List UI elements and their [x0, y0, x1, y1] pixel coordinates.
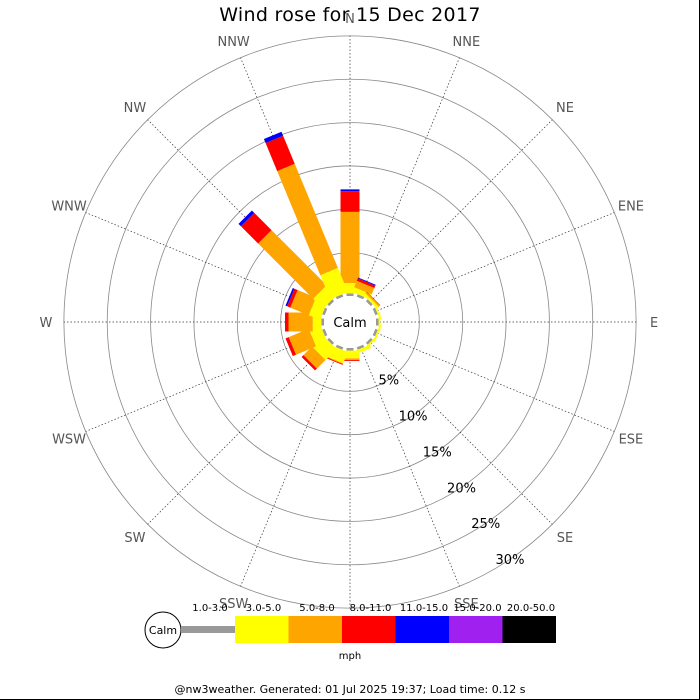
- bar-nnw: [263, 131, 284, 143]
- grid-ring: [150, 122, 550, 522]
- bar-s: [340, 360, 360, 361]
- bar-nne: [356, 278, 376, 288]
- legend-units-label: mph: [339, 651, 361, 662]
- bar-n: [340, 189, 360, 192]
- legend-label: 5.0-8.0: [299, 603, 334, 614]
- bar-n: [346, 293, 354, 296]
- bar-se: [365, 337, 373, 345]
- footer-credit: @nw3weather. Generated: 01 Jul 2025 19:3…: [174, 683, 526, 696]
- radial-tick-label: 25%: [471, 517, 500, 532]
- bar-nw: [258, 230, 327, 299]
- direction-label-nw: NW: [124, 101, 147, 116]
- calm-label: Calm: [333, 316, 366, 331]
- radial-tick-label: 15%: [423, 445, 452, 460]
- bar-n: [340, 211, 360, 283]
- bar-ssw: [325, 356, 343, 365]
- bar-wsw: [288, 328, 316, 355]
- grid-spoke: [368, 119, 553, 304]
- bar-nnw: [265, 135, 295, 172]
- bar-nne: [356, 294, 365, 300]
- direction-label-sw: SW: [124, 531, 145, 546]
- legend-swatch: [395, 616, 449, 643]
- direction-label-wnw: WNW: [51, 200, 87, 215]
- bar-nnw: [320, 267, 348, 300]
- bar-sw: [303, 346, 326, 369]
- grid-spoke: [373, 331, 615, 432]
- legend-swatch: [288, 616, 342, 643]
- bar-s: [340, 358, 360, 361]
- legend-swatch: [502, 616, 556, 643]
- radial-tick-label: 10%: [399, 409, 428, 424]
- bar-wnw: [290, 290, 316, 316]
- bar-ssw: [325, 356, 344, 365]
- radial-tick-label: 20%: [447, 481, 476, 496]
- bar-nnw: [277, 163, 338, 276]
- bar-nw: [240, 212, 272, 244]
- bar-w: [285, 312, 289, 332]
- legend-label: 1.0-3.0: [192, 603, 227, 614]
- grid-spoke: [359, 57, 460, 299]
- bar-ssw: [335, 344, 344, 350]
- bar-ene: [372, 307, 378, 316]
- bar-wsw: [285, 337, 296, 356]
- direction-label-ese: ESE: [619, 432, 644, 447]
- grid-spoke: [240, 345, 341, 587]
- bar-ne: [365, 299, 373, 307]
- bar-wnw: [285, 288, 295, 307]
- bar-w: [288, 312, 313, 332]
- grid-ring: [106, 78, 594, 566]
- direction-label-n: N: [345, 12, 355, 27]
- legend-swatch: [449, 616, 503, 643]
- bar-ese: [372, 328, 378, 337]
- legend-swatch: [342, 616, 396, 643]
- legend-label: 8.0-11.0: [350, 603, 392, 614]
- bar-ne: [366, 291, 381, 306]
- bar-nnw: [335, 294, 344, 300]
- bar-w: [321, 318, 324, 326]
- grid-spoke: [147, 340, 332, 525]
- chart-title: Wind rose for 15 Dec 2017: [219, 4, 481, 26]
- bar-wnw: [322, 307, 328, 316]
- calm-circle: [327, 299, 373, 345]
- bar-n: [340, 191, 360, 212]
- legend-label: 11.0-15.0: [400, 603, 448, 614]
- direction-label-e: E: [650, 316, 658, 331]
- bar-sw: [301, 355, 317, 371]
- legend-swatch: [181, 626, 235, 633]
- direction-label-nne: NNE: [453, 35, 481, 50]
- bar-s: [346, 348, 354, 351]
- direction-label-ene: ENE: [618, 200, 644, 215]
- grid-spoke: [373, 212, 615, 313]
- grid-spoke: [85, 331, 327, 432]
- direction-label-nnw: NNW: [217, 35, 249, 50]
- bar-sw: [327, 337, 335, 345]
- bar-wsw: [322, 328, 328, 337]
- grid-spoke: [368, 340, 553, 525]
- direction-label-ssw: SSW: [219, 597, 249, 612]
- legend-label: 20.0-50.0: [507, 603, 555, 614]
- bar-nne: [357, 277, 376, 286]
- direction-label-wsw: WSW: [52, 432, 86, 447]
- bar-ne: [365, 292, 380, 307]
- direction-label-sse: SSE: [454, 597, 479, 612]
- bar-nw: [327, 299, 335, 307]
- direction-label-ne: NE: [556, 101, 574, 116]
- radial-tick-label: 5%: [378, 373, 399, 388]
- bar-nw: [238, 210, 255, 227]
- grid-spoke: [85, 212, 327, 313]
- bar-nne: [354, 280, 375, 295]
- direction-label-w: W: [39, 316, 52, 331]
- legend-swatch: [235, 616, 289, 643]
- bar-sse: [356, 344, 365, 350]
- bar-e: [376, 318, 379, 326]
- direction-label-se: SE: [557, 531, 573, 546]
- radial-tick-label: 30%: [496, 553, 525, 568]
- bar-wnw: [287, 288, 298, 308]
- legend-calm-label: Calm: [149, 624, 177, 637]
- legend-label: 15.0-20.0: [453, 603, 501, 614]
- grid-spoke: [359, 345, 460, 587]
- legend-label: 3.0-5.0: [246, 603, 281, 614]
